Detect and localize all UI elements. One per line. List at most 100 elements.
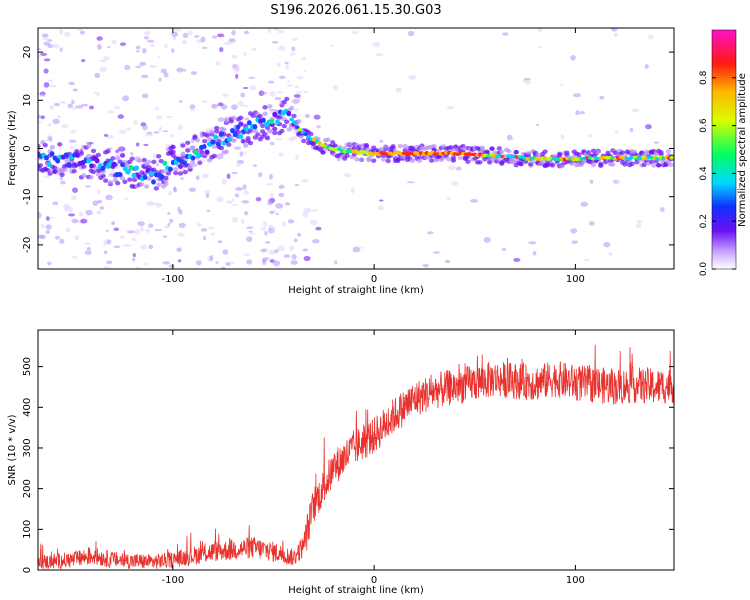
spectrogram-ridge-cell bbox=[244, 126, 249, 132]
spectrogram-noise-cell bbox=[268, 249, 277, 255]
spectrogram-noise-cell bbox=[231, 30, 236, 36]
spectrogram-noise-cell bbox=[450, 181, 459, 186]
spectrogram-noise-cell bbox=[297, 232, 302, 237]
spectrogram-ridge-cell bbox=[201, 144, 207, 150]
spectrogram-halo-cell bbox=[448, 145, 454, 150]
spectrogram-noise-cell bbox=[523, 77, 531, 81]
spectrogram-noise-cell bbox=[68, 213, 76, 217]
spectrogram-halo-cell bbox=[344, 153, 350, 158]
spectrogram-ridge-cell bbox=[162, 160, 168, 166]
spectrogram-noise-cell bbox=[608, 252, 613, 256]
spectrogram-halo-cell bbox=[132, 177, 138, 183]
spectrogram-halo-cell bbox=[122, 179, 128, 185]
spectrogram-noise-cell bbox=[160, 68, 167, 74]
spectrogram-noise-cell bbox=[267, 199, 274, 202]
spectrogram-ridge-cell bbox=[669, 155, 674, 160]
spectrogram-halo-cell bbox=[136, 158, 143, 163]
spectrogram-halo-cell bbox=[187, 164, 193, 170]
spectrogram-noise-cell bbox=[538, 45, 543, 49]
spectrogram-halo-cell bbox=[417, 158, 423, 163]
spectrogram-noise-cell bbox=[85, 185, 92, 188]
spectrogram-halo-cell bbox=[487, 160, 493, 165]
snr-x-tick-label: -100 bbox=[161, 575, 184, 586]
spectrogram-halo-cell bbox=[151, 159, 157, 165]
spectrogram-noise-cell bbox=[303, 207, 312, 213]
spectrogram-noise-cell bbox=[231, 203, 238, 206]
spectrogram-noise-cell bbox=[276, 91, 284, 94]
spectrogram-noise-cell bbox=[167, 190, 173, 196]
spectrogram-halo-cell bbox=[141, 157, 147, 163]
spectrogram-noise-cell bbox=[291, 98, 300, 104]
spectrogram-noise-cell bbox=[293, 94, 301, 98]
spectrogram-halo-cell bbox=[431, 144, 437, 149]
spectrogram-halo-cell bbox=[320, 150, 326, 155]
spectrogram-ridge-cell bbox=[117, 171, 123, 177]
colorbar-tick-label: 0.0 bbox=[699, 262, 709, 277]
spectrogram-halo-cell bbox=[180, 151, 186, 157]
spectrogram-noise-cell bbox=[245, 226, 254, 229]
spectrogram-ridge-cell bbox=[125, 169, 131, 175]
spectrogram-noise-cell bbox=[148, 40, 156, 43]
spectrogram-noise-cell bbox=[71, 255, 79, 259]
spectrogram-noise-cell bbox=[378, 199, 384, 202]
spectrogram-noise-cell bbox=[408, 74, 417, 80]
colorbar-gradient bbox=[711, 29, 737, 270]
spectrogram-noise-cell bbox=[330, 44, 335, 47]
spectrogram-noise-cell bbox=[96, 91, 100, 98]
spectrogram-noise-cell bbox=[126, 230, 135, 234]
spectrogram-noise-cell bbox=[47, 79, 54, 82]
spectrogram-ridge-cell bbox=[131, 172, 137, 178]
spectrogram-noise-cell bbox=[267, 200, 273, 206]
spectrogram-noise-cell bbox=[123, 243, 131, 247]
spectrogram-halo-cell bbox=[402, 144, 408, 149]
spectrogram-noise-cell bbox=[249, 232, 256, 235]
spectrogram-halo-cell bbox=[479, 145, 485, 150]
spectrogram-halo-cell bbox=[569, 161, 575, 166]
spectrogram-x-axis-label: Height of straight line (km) bbox=[288, 285, 424, 296]
spectrogram-noise-cell bbox=[278, 75, 286, 80]
spectrogram-noise-cell bbox=[647, 34, 654, 40]
spectrogram-noise-cell bbox=[141, 93, 149, 99]
spectrogram-halo-cell bbox=[88, 175, 94, 180]
spectrogram-halo-cell bbox=[177, 171, 184, 176]
spectrogram-noise-cell bbox=[513, 257, 521, 262]
spectrogram-noise-cell bbox=[190, 71, 198, 76]
spectrogram-halo-cell bbox=[173, 167, 179, 172]
spectrogram-ridge-cell bbox=[168, 166, 173, 172]
spectrogram-halo-cell bbox=[211, 153, 217, 159]
spectrogram-noise-cell bbox=[144, 262, 149, 266]
spectrogram-noise-cell bbox=[268, 108, 277, 112]
spectrogram-halo-cell bbox=[127, 159, 133, 165]
spectrogram-noise-cell bbox=[130, 152, 134, 156]
spectrogram-noise-cell bbox=[629, 127, 634, 133]
snr-y-tick-label: 0 bbox=[22, 567, 33, 573]
spectrogram-halo-cell bbox=[284, 96, 290, 102]
spectrogram-noise-cell bbox=[284, 202, 291, 206]
spectrogram-noise-cell bbox=[599, 95, 605, 100]
snr-y-tick-label: 500 bbox=[22, 357, 33, 376]
spectrogram-noise-cell bbox=[154, 106, 159, 111]
spectrogram-noise-cell bbox=[174, 28, 182, 32]
spectrogram-halo-cell bbox=[243, 143, 249, 148]
spectrogram-noise-cell bbox=[301, 56, 307, 61]
spectrogram-noise-cell bbox=[297, 97, 302, 101]
spectrogram-halo-cell bbox=[506, 148, 512, 154]
snr-plot: -100 0 100 0 100 200 300 400 500 Height of strai… bbox=[7, 329, 675, 596]
spectrogram-noise-cell bbox=[113, 106, 121, 110]
spectrogram-noise-cell bbox=[47, 39, 53, 42]
spectrogram-halo-cell bbox=[95, 172, 101, 177]
spectrogram-halo-cell bbox=[286, 127, 292, 132]
spectrogram-halo-cell bbox=[267, 129, 273, 134]
spectrogram-noise-cell bbox=[171, 31, 179, 37]
spectrogram-noise-cell bbox=[143, 143, 149, 146]
spectrogram-ridge-cell bbox=[286, 110, 292, 117]
spectrogram-ridge-cell bbox=[134, 165, 140, 171]
snr-x-axis-label: Height of straight line (km) bbox=[288, 585, 424, 596]
spectrogram-halo-cell bbox=[156, 154, 162, 159]
spectrogram-halo-cell bbox=[445, 156, 452, 162]
spectrogram-noise-cell bbox=[261, 258, 268, 262]
spectrogram-noise-cell bbox=[74, 234, 80, 241]
spectrogram-halo-cell bbox=[160, 169, 167, 174]
spectrogram-ridge-cell bbox=[55, 158, 61, 164]
